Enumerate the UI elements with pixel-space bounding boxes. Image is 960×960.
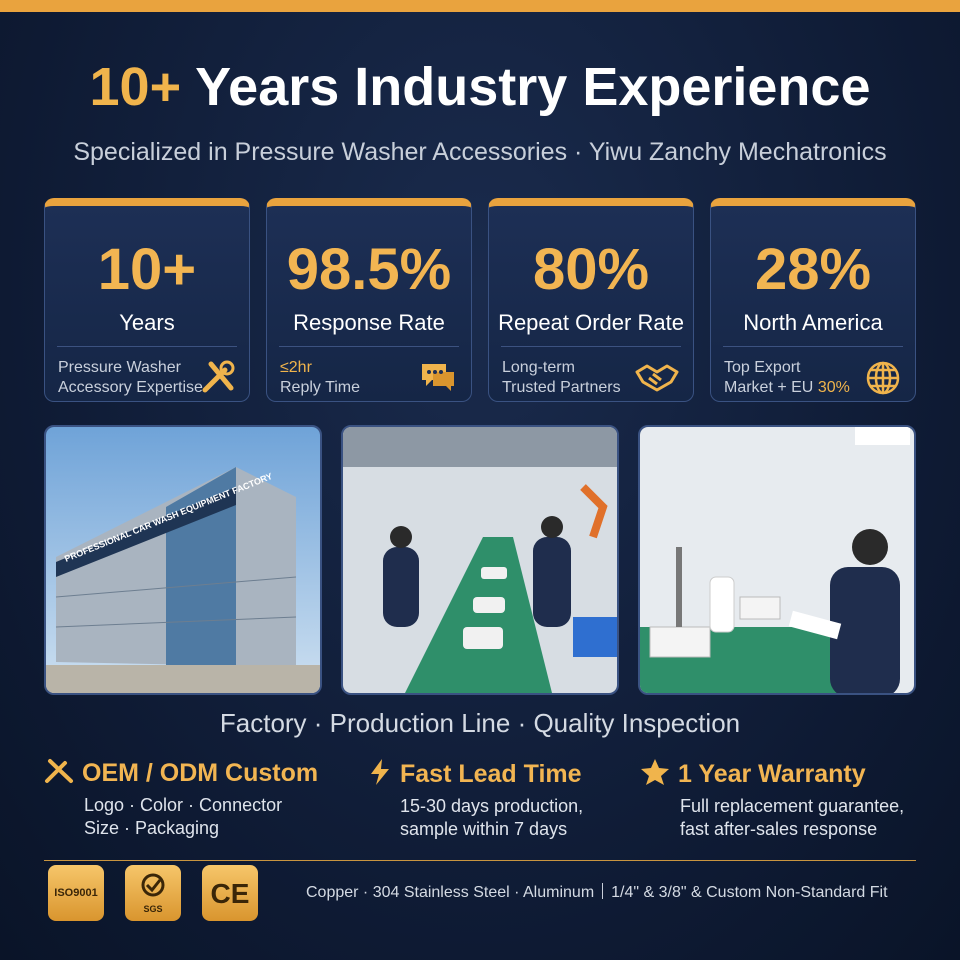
globe-icon: [866, 361, 900, 395]
title-rest: Years Industry Experience: [195, 57, 871, 117]
sgs-check: [141, 873, 165, 897]
stat-value: 98.5%: [286, 237, 452, 302]
stat-note: Pressure Washer Accessory Expertise: [58, 358, 203, 398]
feature-line: Full replacement guarantee,: [680, 796, 905, 816]
photo-caption: Factory · Production Line · Quality Insp…: [219, 708, 741, 738]
badge: CE: [202, 865, 258, 921]
note-line: Market + EU 30%: [724, 378, 850, 398]
badge-text: CE: [210, 878, 250, 909]
note-line: Accessory Expertise: [58, 379, 203, 396]
footer-text: Copper · 304 Stainless Steel · Aluminum 1…: [306, 883, 888, 902]
badge: ISO9001: [48, 865, 104, 921]
badge-text: SGS: [143, 904, 163, 914]
divider: [723, 346, 903, 347]
title-highlight: 10+: [89, 57, 182, 117]
stat-label: North America: [743, 310, 883, 335]
materials: Copper · 304 Stainless Steel · Aluminum: [306, 884, 595, 901]
feature: Fast Lead Time 15-30 days production, sam…: [368, 758, 583, 841]
separator: [602, 883, 604, 899]
feature-line: sample within 7 days: [400, 819, 568, 839]
stat-note: ≤2hr Reply Time: [280, 358, 360, 398]
stat-card: 98.5% Response Rate ≤2hr Reply Time: [266, 198, 472, 402]
note-line: ≤2hr: [280, 359, 312, 376]
feature-line: fast after-sales response: [680, 819, 878, 839]
stat-card: 28% North America Top Export Market + EU …: [710, 198, 916, 402]
factory-photo: PROFESSIONAL CAR WASH EQUIPMENT FACTORY: [44, 425, 322, 695]
inspection-photo: [638, 425, 916, 695]
note-line: Pressure Washer: [58, 359, 181, 376]
stat-label: Response Rate: [293, 310, 445, 335]
stat-value: 28%: [754, 237, 872, 302]
feature-line: 15-30 days production,: [400, 796, 584, 816]
stat-note: Long-term Trusted Partners: [502, 358, 621, 398]
stat-note: Top Export Market + EU 30%: [724, 358, 850, 398]
stat-value: 10+: [97, 237, 197, 302]
feature: 1 Year Warranty Full replacement guarant…: [640, 758, 904, 841]
chat-icon: [422, 364, 454, 391]
badge-text: ISO9001: [54, 887, 98, 899]
bolt-icon: [371, 759, 389, 785]
factory-illustration: PROFESSIONAL CAR WASH EQUIPMENT FACTORY: [46, 427, 320, 693]
feature-title: Fast Lead Time: [400, 760, 582, 788]
footer-divider: [44, 860, 916, 861]
feature-line: Size · Packaging: [84, 818, 220, 838]
title: 10+ Years Industry Experience: [0, 56, 960, 118]
feature: OEM / ODM Custom Logo · Color · Connecto…: [44, 758, 318, 840]
stat-label: Years: [119, 310, 175, 335]
stat-card: 10+ Years Pressure Washer Accessory Exper…: [44, 198, 250, 402]
note-line: Top Export: [724, 359, 801, 376]
stat-value: 80%: [532, 237, 650, 302]
star-icon: [641, 759, 669, 785]
stat-label: Repeat Order Rate: [498, 310, 684, 335]
note-line: Long-term: [502, 359, 575, 376]
production-illustration: [343, 427, 617, 693]
tools-icon: [202, 360, 235, 393]
note-line: Trusted Partners: [502, 379, 621, 396]
note-text: Market + EU: [724, 379, 814, 396]
top-bar: [0, 0, 960, 12]
divider: [279, 346, 459, 347]
divider: [501, 346, 681, 347]
fit: 1/4" & 3/8" & Custom Non-Standard Fit: [611, 884, 888, 901]
inspection-illustration: [640, 427, 914, 693]
handshake-icon: [635, 364, 679, 392]
production-photo: [341, 425, 619, 695]
divider: [57, 346, 237, 347]
note-line: Reply Time: [280, 379, 361, 396]
tools-icon: [45, 759, 73, 783]
feature-title: OEM / ODM Custom: [82, 759, 319, 787]
badge: SGS: [125, 865, 181, 921]
subtitle: Specialized in Pressure Washer Accessori…: [73, 138, 887, 166]
feature-title: 1 Year Warranty: [678, 760, 866, 788]
stat-card: 80% Repeat Order Rate Long-term Trusted P…: [488, 198, 694, 402]
feature-line: Logo · Color · Connector: [84, 795, 283, 815]
note-highlight: 30%: [817, 379, 850, 396]
